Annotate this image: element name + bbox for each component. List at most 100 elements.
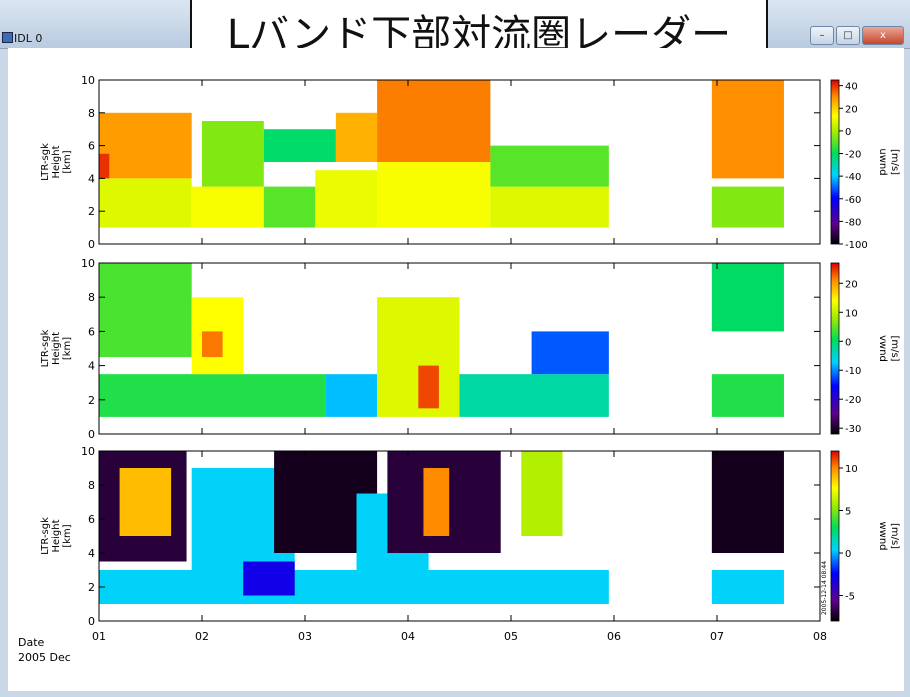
data-region bbox=[490, 186, 609, 228]
x-tick-label: 07 bbox=[710, 630, 724, 643]
y-tick-label: 4 bbox=[88, 547, 95, 560]
colorbar-tick-label: 20 bbox=[845, 104, 858, 115]
y-tick-label: 2 bbox=[88, 394, 95, 407]
colorbar-tick-label: 5 bbox=[845, 507, 851, 518]
colorbar-tick-label: -30 bbox=[845, 424, 861, 435]
y-axis-label: [km] bbox=[62, 150, 73, 173]
y-tick-label: 6 bbox=[88, 513, 95, 526]
colorbar-tick-label: 10 bbox=[845, 464, 858, 475]
colorbar-tick-label: -5 bbox=[845, 592, 855, 603]
window-controls: – □ x bbox=[810, 26, 904, 45]
data-region bbox=[99, 178, 192, 228]
colorbar-label: uwnd bbox=[877, 148, 888, 175]
y-tick-label: 2 bbox=[88, 581, 95, 594]
x-tick-label: 03 bbox=[298, 630, 312, 643]
data-region bbox=[377, 80, 491, 162]
colorbar-tick-label: -80 bbox=[845, 217, 861, 228]
data-region bbox=[711, 570, 784, 604]
colorbar bbox=[830, 450, 840, 622]
colorbar-tick-label: -100 bbox=[845, 240, 868, 251]
colorbar-label: wwnd bbox=[877, 521, 888, 550]
data-region bbox=[315, 170, 378, 228]
colorbar-tick-label: -20 bbox=[845, 150, 861, 161]
data-region bbox=[325, 374, 378, 417]
y-tick-label: 6 bbox=[88, 325, 95, 338]
data-region bbox=[711, 451, 784, 553]
data-region bbox=[459, 374, 609, 417]
data-region bbox=[335, 112, 378, 162]
colorbar bbox=[830, 79, 840, 245]
plot-canvas: 0 2 4 6 8 10 LTR-sgk Height [km] 40 20 0 -20 -40 -60 -8… bbox=[8, 48, 904, 691]
x-tick-label: 01 bbox=[92, 630, 106, 643]
x-tick-label: 02 bbox=[195, 630, 209, 643]
y-tick-label: 8 bbox=[88, 291, 95, 304]
colorbar-tick-label: 40 bbox=[845, 82, 858, 93]
colorbar-tick-label: -40 bbox=[845, 172, 861, 183]
maximize-button[interactable]: □ bbox=[836, 26, 860, 45]
data-region bbox=[711, 263, 784, 332]
colorbar-unit: [m/s] bbox=[889, 335, 900, 361]
data-region bbox=[99, 112, 192, 179]
y-tick-label: 10 bbox=[81, 74, 95, 87]
y-tick-label: 4 bbox=[88, 172, 95, 185]
colorbar-tick-label: 0 bbox=[845, 337, 851, 348]
data-region bbox=[99, 374, 326, 417]
colorbar-tick-label: 10 bbox=[845, 308, 858, 319]
colorbar-tick-label: 20 bbox=[845, 279, 858, 290]
y-axis-label: LTR-sgk bbox=[40, 143, 51, 181]
colorbar bbox=[830, 262, 840, 435]
date-label: Date bbox=[18, 636, 45, 649]
data-region bbox=[377, 162, 491, 228]
data-region bbox=[263, 129, 336, 162]
data-region bbox=[531, 331, 609, 375]
y-axis-label: [km] bbox=[62, 524, 73, 547]
data-region bbox=[263, 186, 316, 228]
data-region bbox=[202, 331, 223, 358]
y-tick-label: 2 bbox=[88, 205, 95, 218]
data-region bbox=[99, 570, 609, 604]
data-region bbox=[711, 374, 784, 417]
colorbar-tick-label: -60 bbox=[845, 195, 861, 206]
data-region bbox=[191, 186, 264, 228]
y-tick-label: 8 bbox=[88, 479, 95, 492]
y-axis-label: LTR-sgk bbox=[40, 329, 51, 367]
panel-frame bbox=[98, 79, 821, 245]
y-tick-label: 10 bbox=[81, 445, 95, 458]
idl-window-icon bbox=[2, 32, 13, 43]
minimize-button[interactable]: – bbox=[810, 26, 834, 45]
y-axis-label: Height bbox=[51, 145, 62, 178]
data-region bbox=[490, 145, 609, 187]
panel-frame bbox=[98, 262, 821, 435]
y-axis-label: LTR-sgk bbox=[40, 517, 51, 555]
data-region bbox=[243, 561, 295, 596]
date-year-label: 2005 Dec bbox=[18, 651, 71, 664]
colorbar-tick-label: 0 bbox=[845, 127, 851, 138]
colorbar-tick-label: 0 bbox=[845, 549, 851, 560]
y-tick-label: 0 bbox=[88, 238, 95, 251]
y-axis-label: Height bbox=[51, 519, 62, 552]
data-region bbox=[99, 263, 192, 358]
x-tick-label: 06 bbox=[607, 630, 621, 643]
data-region bbox=[711, 80, 784, 179]
y-tick-label: 10 bbox=[81, 257, 95, 270]
colorbar-unit: [m/s] bbox=[889, 149, 900, 175]
y-tick-label: 0 bbox=[88, 615, 95, 628]
panel-frame bbox=[98, 450, 821, 622]
y-tick-label: 4 bbox=[88, 360, 95, 373]
y-tick-label: 0 bbox=[88, 428, 95, 441]
y-axis-label: [km] bbox=[62, 337, 73, 360]
data-region bbox=[99, 153, 110, 179]
y-tick-label: 6 bbox=[88, 140, 95, 153]
close-button[interactable]: x bbox=[862, 26, 904, 45]
data-region bbox=[711, 186, 784, 228]
data-region bbox=[418, 365, 439, 409]
plot-timestamp-note: 2005-12-14 08:44 bbox=[821, 561, 828, 615]
x-tick-label: 04 bbox=[401, 630, 415, 643]
data-region bbox=[202, 121, 264, 187]
y-tick-label: 8 bbox=[88, 107, 95, 120]
colorbar-label: vwnd bbox=[877, 335, 888, 362]
colorbar-tick-label: -20 bbox=[845, 395, 861, 406]
window-title: IDL 0 bbox=[14, 32, 43, 45]
data-region bbox=[521, 451, 563, 536]
